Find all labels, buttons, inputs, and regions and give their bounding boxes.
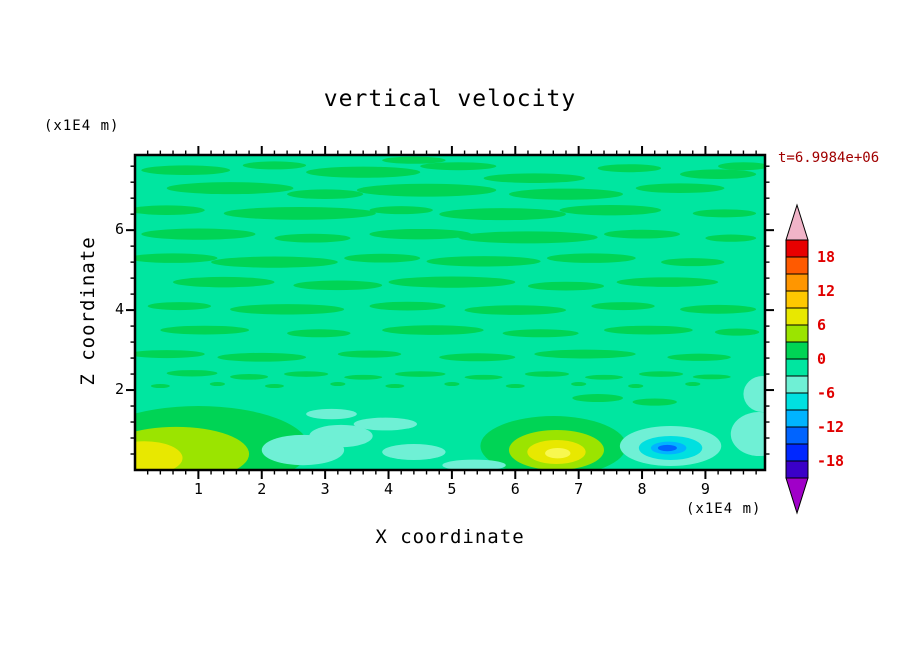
x-tick-label-8: 8 xyxy=(637,480,647,498)
colorbar-label-0: 0 xyxy=(817,350,827,368)
z-tick-label-2: 2 xyxy=(114,380,124,399)
z-axis-unit-label: (x1E4 m) xyxy=(44,118,120,134)
colorbar-label--6: -6 xyxy=(817,384,836,402)
colorbar-under-arrow xyxy=(785,477,809,515)
chart-title: vertical velocity xyxy=(323,86,577,112)
x-tick-label-5: 5 xyxy=(447,480,457,498)
colorbar-label-6: 6 xyxy=(817,316,827,334)
x-tick-label-1: 1 xyxy=(193,480,203,498)
contour-field xyxy=(135,155,765,470)
x-tick-label-3: 3 xyxy=(320,480,330,498)
colorbar-label-18: 18 xyxy=(817,248,836,266)
x-tick-label-7: 7 xyxy=(574,480,584,498)
colorbar-over-arrow xyxy=(785,203,809,241)
time-annotation: t=6.9984e+06 xyxy=(778,150,880,166)
feature-downdraft-blue xyxy=(619,426,722,467)
x-axis-label: X coordinate xyxy=(375,526,525,548)
plot-frame xyxy=(133,153,767,472)
axis-ticks xyxy=(126,146,774,479)
feature-downdraft-right-edge xyxy=(730,376,765,457)
feature-updraft-center xyxy=(480,416,627,470)
colorbar xyxy=(785,203,809,515)
colorbar-label--12: -12 xyxy=(817,418,845,436)
x-tick-label-2: 2 xyxy=(257,480,267,498)
feature-cyan-wisp-bottom-center xyxy=(442,459,506,470)
x-tick-label-9: 9 xyxy=(700,480,710,498)
z-tick-label-4: 4 xyxy=(114,300,124,319)
colorbar-label-12: 12 xyxy=(817,282,836,300)
feature-downdraft-cyan-left xyxy=(261,408,446,466)
x-axis-unit-label: (x1E4 m) xyxy=(686,501,762,517)
x-tick-label-4: 4 xyxy=(384,480,394,498)
z-tick-label-6: 6 xyxy=(114,220,124,239)
x-tick-label-6: 6 xyxy=(510,480,520,498)
colorbar-label--18: -18 xyxy=(817,452,845,470)
